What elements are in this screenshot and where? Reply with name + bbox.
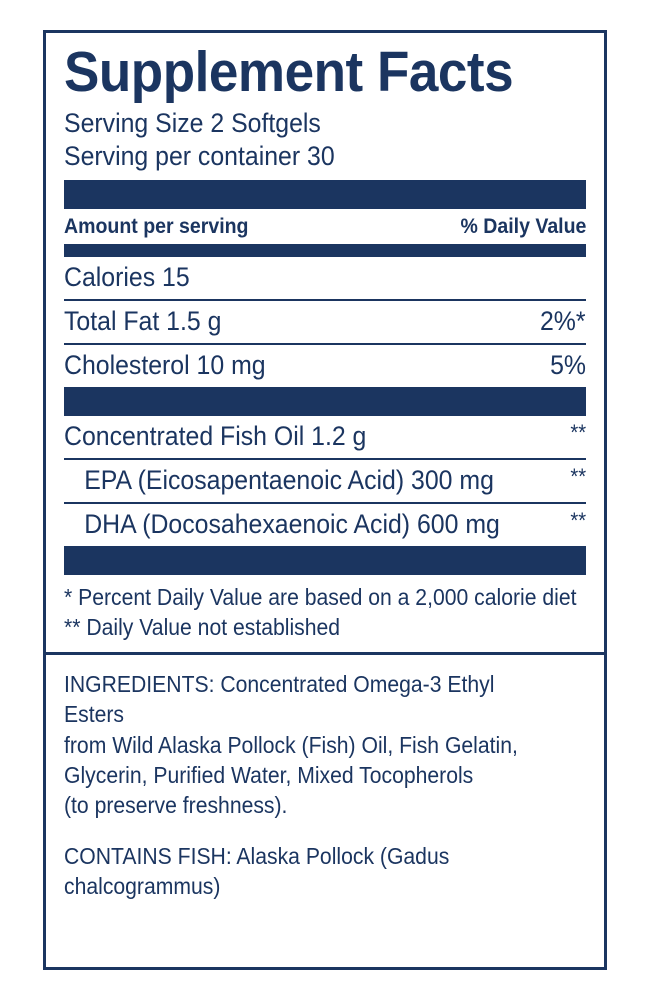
divider-bar-top xyxy=(64,179,586,209)
table-row: DHA (Docosahexaenoic Acid) 600 mg ** xyxy=(64,504,586,546)
table-row: Total Fat 1.5 g 2%* xyxy=(64,301,586,343)
nutrient-name: Cholesterol 10 mg xyxy=(64,349,266,380)
row-divider xyxy=(64,501,586,504)
ingredients-section: INGREDIENTS: Concentrated Omega-3 Ethyl … xyxy=(64,655,586,902)
supplement-facts-panel: Supplement Facts Serving Size 2 Softgels… xyxy=(43,30,607,970)
serving-info-block: Serving Size 2 Softgels Serving per cont… xyxy=(64,107,586,173)
footnote-percent-daily-value: * Percent Daily Value are based on a 2,0… xyxy=(64,583,577,610)
divider-bar-middle xyxy=(64,386,586,416)
nutrient-daily-value: 5% xyxy=(550,349,586,380)
nutrient-daily-value: 2%* xyxy=(540,305,586,336)
row-divider xyxy=(64,457,586,460)
footnotes-block: * Percent Daily Value are based on a 2,0… xyxy=(64,575,586,652)
footnote-daily-value-not-established: ** Daily Value not established xyxy=(64,614,341,641)
section-divider xyxy=(46,651,604,655)
table-row: Concentrated Fish Oil 1.2 g ** xyxy=(64,416,586,458)
nutrient-daily-value: ** xyxy=(570,507,586,533)
table-row: Cholesterol 10 mg 5% xyxy=(64,345,586,387)
serving-size-text: Serving Size 2 Softgels xyxy=(64,107,321,138)
nutrient-daily-value: ** xyxy=(570,419,586,445)
servings-per-container-text: Serving per container 30 xyxy=(64,140,335,171)
divider-bar-header xyxy=(64,243,586,257)
ingredients-text: INGREDIENTS: Concentrated Omega-3 Ethyl … xyxy=(64,670,518,819)
nutrient-name: Total Fat 1.5 g xyxy=(64,305,222,336)
nutrient-name: Concentrated Fish Oil 1.2 g xyxy=(64,420,367,451)
row-divider xyxy=(64,342,586,345)
daily-value-label: % Daily Value xyxy=(460,214,586,238)
table-row: EPA (Eicosapentaenoic Acid) 300 mg ** xyxy=(64,460,586,502)
nutrition-table-header: Amount per serving % Daily Value xyxy=(64,209,586,244)
contains-allergen-text: CONTAINS FISH: Alaska Pollock (Gadus cha… xyxy=(64,842,450,900)
panel-inner: Supplement Facts Serving Size 2 Softgels… xyxy=(46,40,604,902)
nutrient-name: DHA (Docosahexaenoic Acid) 600 mg xyxy=(84,508,500,539)
divider-bar-bottom xyxy=(64,545,586,575)
nutrient-name: Calories 15 xyxy=(64,261,190,292)
nutrient-name: EPA (Eicosapentaenoic Acid) 300 mg xyxy=(84,464,494,495)
row-divider xyxy=(64,298,586,301)
table-row: Calories 15 xyxy=(64,257,586,299)
nutrient-daily-value: ** xyxy=(570,463,586,489)
page-title: Supplement Facts xyxy=(64,40,514,104)
amount-per-serving-label: Amount per serving xyxy=(64,214,249,238)
